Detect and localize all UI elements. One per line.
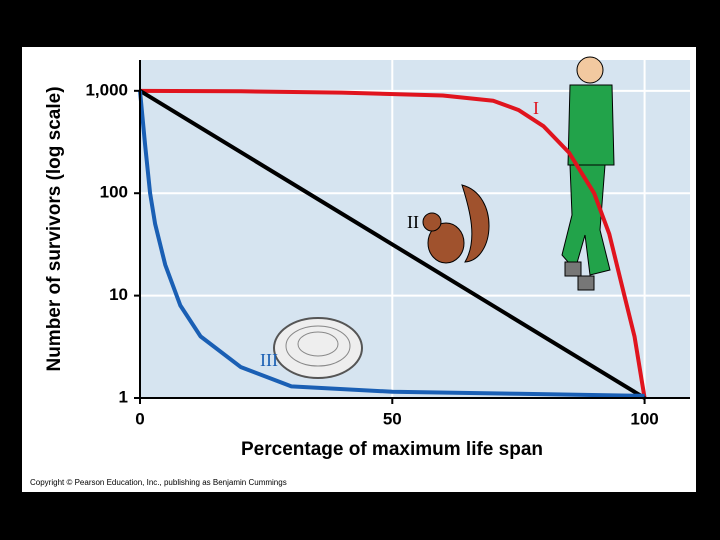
squirrel — [422, 184, 490, 264]
x-axis-label: Percentage of maximum life span — [241, 439, 543, 460]
x-tick-label: 50 — [383, 409, 402, 428]
oyster — [273, 317, 363, 379]
y-tick-label: 1,000 — [85, 80, 128, 99]
x-tick-label: 100 — [630, 409, 658, 428]
x-tick-label: 0 — [135, 409, 144, 428]
series-label: I — [533, 98, 539, 118]
copyright: Copyright © Pearson Education, Inc., pub… — [30, 478, 287, 487]
series-line — [138, 90, 645, 398]
y-axis-label: Number of survivors (log scale) — [44, 86, 65, 371]
series-label: II — [407, 212, 419, 232]
y-tick-label: 10 — [109, 285, 128, 304]
runner — [561, 56, 615, 291]
series-line — [139, 88, 647, 399]
y-tick-label: 100 — [100, 183, 128, 202]
y-tick-label: 1 — [119, 387, 128, 406]
series-label: III — [260, 350, 278, 370]
series-line — [138, 89, 646, 400]
